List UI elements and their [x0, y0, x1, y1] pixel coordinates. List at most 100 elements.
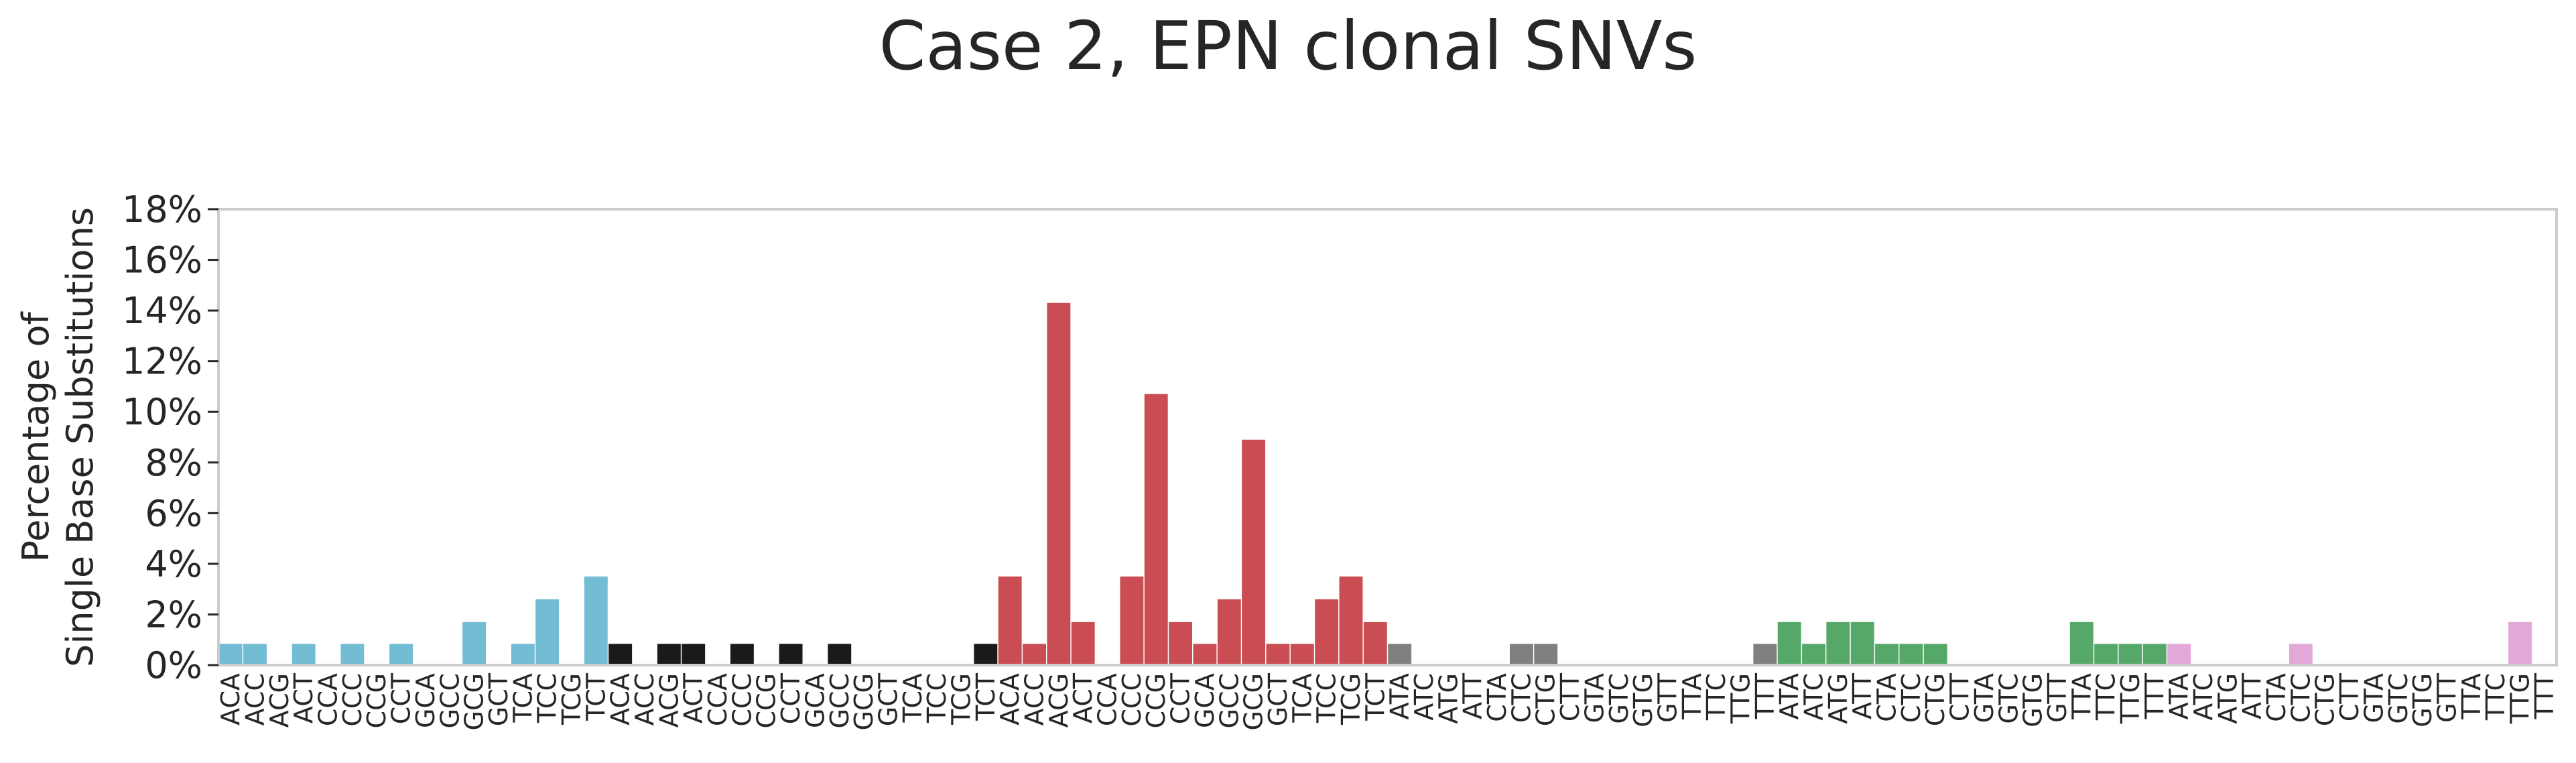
x-tick-label-7: CCT — [387, 672, 416, 724]
x-tick-label-89: GTC — [2384, 673, 2413, 724]
bar-44 — [1290, 644, 1314, 665]
x-tick-label-51: ATT — [1458, 672, 1488, 719]
x-tick-label-50: ATG — [1433, 673, 1463, 724]
x-tick-label-49: ATC — [1409, 673, 1439, 721]
y-tick-label-5: 10% — [122, 391, 202, 433]
x-tick-label-53: CTC — [1506, 673, 1536, 723]
x-tick-label-35: ACT — [1068, 672, 1098, 723]
x-tick-label-91: GTT — [2432, 672, 2461, 723]
x-tick-label-10: GCG — [460, 673, 489, 730]
x-tick-label-79: TTT — [2140, 672, 2169, 719]
x-tick-label-77: TTC — [2091, 673, 2121, 721]
x-tick-label-36: CCA — [1093, 673, 1122, 726]
x-tick-label-25: GCC — [825, 673, 854, 729]
x-tick-label-76: TTA — [2067, 673, 2096, 720]
x-tick-label-84: CTA — [2262, 673, 2291, 722]
x-tick-label-24: GCA — [800, 673, 830, 728]
x-tick-label-66: ATG — [1823, 673, 1853, 724]
x-tick-label-74: GTG — [2018, 673, 2048, 727]
x-tick-label-88: GTA — [2359, 673, 2388, 723]
x-tick-label-68: CTA — [1872, 673, 1902, 722]
x-tick-label-5: CCC — [338, 673, 367, 727]
x-tick-label-92: TTA — [2457, 673, 2486, 720]
bar-80 — [2167, 644, 2191, 665]
bar-63 — [1753, 644, 1777, 665]
x-tick-label-0: ACA — [216, 673, 245, 725]
x-tick-label-32: ACA — [995, 673, 1025, 725]
x-tick-label-87: CTT — [2335, 672, 2364, 721]
x-tick-label-40: GCA — [1190, 673, 1220, 728]
y-axis-label: Percentage of Single Base Substitutions — [15, 207, 101, 667]
x-tick-label-13: TCC — [533, 673, 562, 723]
x-tick-label-55: CTT — [1555, 672, 1585, 721]
x-tick-label-37: CCC — [1117, 673, 1147, 727]
x-tick-label-12: TCA — [508, 673, 537, 723]
x-tick-label-38: CCG — [1141, 673, 1171, 729]
x-tick-label-59: GTT — [1653, 672, 1682, 723]
chart-title: Case 2, EPN clonal SNVs — [879, 7, 1697, 85]
x-tick-label-70: CTG — [1921, 673, 1950, 726]
y-axis: 0% 2% 4% 6% 8% 10% 12% 14% 16% 18% — [122, 188, 218, 687]
x-tick-label-60: TTA — [1677, 673, 1707, 720]
y-axis-label-line-0: Percentage of — [15, 311, 57, 563]
bar-13 — [535, 599, 560, 665]
x-tick-label-34: ACG — [1044, 673, 1074, 727]
x-tick-label-20: CCA — [703, 673, 732, 726]
bar-34 — [1047, 302, 1071, 665]
x-tick-label-65: ATC — [1799, 673, 1829, 721]
x-tick-label-95: TTT — [2530, 672, 2559, 719]
x-tick-label-26: GCG — [849, 673, 879, 730]
bar-18 — [657, 644, 681, 665]
x-tick-label-52: CTA — [1482, 673, 1512, 722]
bar-48 — [1388, 644, 1412, 665]
y-axis-label-line-1: Single Base Substitutions — [59, 207, 101, 667]
bar-41 — [1217, 599, 1241, 665]
x-tick-label-67: ATT — [1848, 672, 1877, 719]
bar-38 — [1144, 394, 1168, 665]
x-tick-label-78: TTG — [2116, 673, 2145, 724]
x-tick-label-19: ACT — [679, 672, 708, 723]
bar-78 — [2118, 644, 2142, 665]
y-tick-label-8: 16% — [122, 239, 202, 282]
x-tick-label-46: TCG — [1336, 673, 1366, 725]
bar-66 — [1826, 622, 1850, 665]
y-tick-label-9: 18% — [122, 188, 202, 231]
bar-76 — [2069, 622, 2094, 665]
bar-7 — [389, 644, 413, 665]
bars-layer — [218, 302, 2532, 665]
bar-79 — [2142, 644, 2167, 665]
x-tick-label-33: ACC — [1020, 673, 1049, 725]
x-tick-label-56: GTA — [1580, 673, 1609, 723]
bar-64 — [1777, 622, 1801, 665]
x-tick-label-28: TCA — [898, 673, 927, 723]
bar-15 — [584, 576, 608, 665]
y-tick-label-6: 12% — [122, 341, 202, 383]
x-tick-label-69: CTC — [1896, 673, 1926, 723]
bar-77 — [2094, 644, 2118, 665]
bar-32 — [998, 576, 1022, 665]
x-tick-label-14: TCG — [557, 673, 586, 725]
x-tick-label-27: GCT — [873, 672, 903, 726]
bar-45 — [1315, 599, 1339, 665]
bar-33 — [1023, 644, 1046, 665]
bar-16 — [608, 644, 633, 665]
x-tick-label-58: GTG — [1628, 673, 1658, 727]
bar-94 — [2508, 622, 2532, 665]
bar-42 — [1242, 439, 1266, 665]
bar-0 — [218, 644, 243, 665]
x-tick-label-29: TCC — [922, 673, 952, 723]
y-tick-label-0: 0% — [145, 644, 202, 687]
x-tick-label-41: GCC — [1214, 673, 1244, 729]
bar-19 — [682, 644, 706, 665]
x-tick-label-6: CCG — [362, 673, 391, 729]
x-tick-label-73: GTC — [1994, 673, 2023, 724]
x-tick-label-3: ACT — [289, 672, 318, 723]
x-tick-label-11: GCT — [484, 672, 513, 726]
x-tick-label-71: CTT — [1945, 672, 1975, 721]
y-tick-label-7: 14% — [122, 290, 202, 332]
bar-54 — [1534, 644, 1558, 665]
x-tick-label-82: ATG — [2213, 673, 2242, 724]
x-tick-label-83: ATT — [2238, 672, 2267, 719]
x-tick-label-47: TCT — [1360, 672, 1390, 721]
